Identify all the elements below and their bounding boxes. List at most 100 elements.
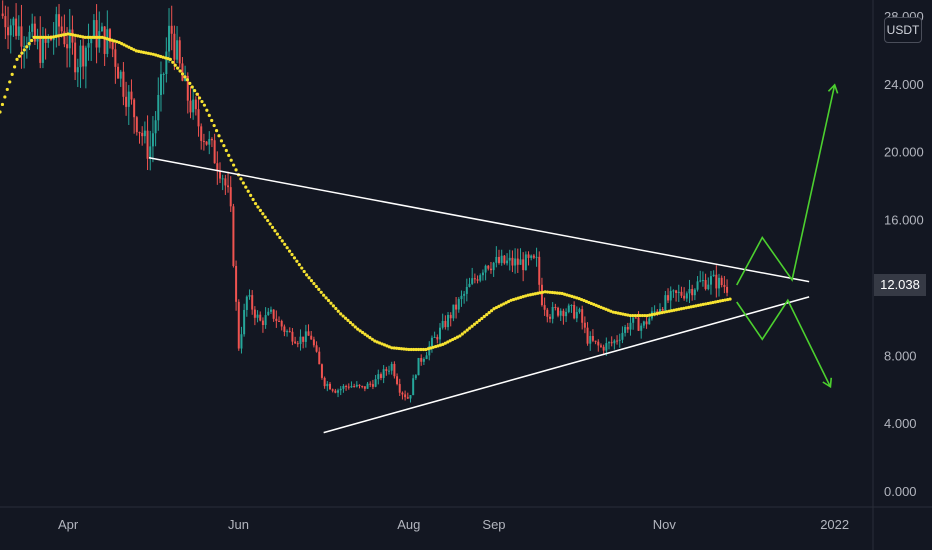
candle[interactable] xyxy=(194,96,197,116)
candle[interactable] xyxy=(404,390,407,401)
candle[interactable] xyxy=(125,81,128,116)
trendline-lower[interactable] xyxy=(323,296,810,434)
candle[interactable] xyxy=(334,388,337,394)
candle[interactable] xyxy=(178,36,181,68)
candle[interactable] xyxy=(90,35,93,61)
candle[interactable] xyxy=(712,270,715,277)
candle[interactable] xyxy=(283,324,286,337)
candle[interactable] xyxy=(106,10,109,58)
candle[interactable] xyxy=(347,383,350,390)
candle[interactable] xyxy=(452,304,455,322)
candle[interactable] xyxy=(683,287,686,301)
candle[interactable] xyxy=(15,3,18,40)
candle[interactable] xyxy=(583,316,586,334)
candle[interactable] xyxy=(28,25,31,50)
candle[interactable] xyxy=(216,151,219,185)
candle[interactable] xyxy=(232,203,235,268)
candle[interactable] xyxy=(165,37,168,83)
candle[interactable] xyxy=(514,248,517,274)
candle[interactable] xyxy=(476,275,479,284)
candle[interactable] xyxy=(626,322,629,333)
candle[interactable] xyxy=(648,316,651,325)
candle[interactable] xyxy=(495,246,498,268)
candle[interactable] xyxy=(503,254,506,265)
candle[interactable] xyxy=(31,13,34,38)
candle[interactable] xyxy=(1,0,4,19)
candle[interactable] xyxy=(55,6,58,48)
candle[interactable] xyxy=(369,381,372,388)
candle[interactable] xyxy=(358,384,361,389)
candle[interactable] xyxy=(444,315,447,330)
candle[interactable] xyxy=(84,45,87,89)
candle[interactable] xyxy=(675,289,678,302)
candle[interactable] xyxy=(12,16,15,37)
candle[interactable] xyxy=(532,254,535,260)
candle[interactable] xyxy=(597,339,600,352)
candle[interactable] xyxy=(680,286,683,298)
candle[interactable] xyxy=(379,372,382,381)
candle[interactable] xyxy=(677,284,680,302)
candle[interactable] xyxy=(506,253,509,266)
candle[interactable] xyxy=(170,5,173,51)
candle[interactable] xyxy=(409,395,412,403)
candle[interactable] xyxy=(92,14,95,40)
candle[interactable] xyxy=(602,344,605,356)
candle[interactable] xyxy=(524,251,527,271)
candle[interactable] xyxy=(492,261,495,277)
candle[interactable] xyxy=(23,36,26,69)
candle[interactable] xyxy=(213,133,216,164)
candle[interactable] xyxy=(412,374,415,396)
candle[interactable] xyxy=(629,314,632,336)
candle[interactable] xyxy=(342,384,345,393)
candle[interactable] xyxy=(200,123,203,150)
candle[interactable] xyxy=(141,126,144,146)
candle[interactable] xyxy=(100,22,103,32)
candle[interactable] xyxy=(570,304,573,313)
candle[interactable] xyxy=(237,299,240,351)
candle[interactable] xyxy=(621,326,624,344)
projection-arrow-up[interactable] xyxy=(736,83,839,286)
candle[interactable] xyxy=(280,319,283,331)
candle[interactable] xyxy=(363,386,366,392)
candle[interactable] xyxy=(632,317,635,330)
candle[interactable] xyxy=(345,384,348,391)
candle[interactable] xyxy=(554,303,557,311)
candle[interactable] xyxy=(707,277,710,291)
candle[interactable] xyxy=(122,62,125,106)
candle[interactable] xyxy=(320,363,323,380)
candle[interactable] xyxy=(715,265,718,298)
candle[interactable] xyxy=(168,8,171,63)
plot-area[interactable] xyxy=(0,0,839,434)
candle[interactable] xyxy=(256,310,259,323)
candle[interactable] xyxy=(438,323,441,346)
candle[interactable] xyxy=(530,254,533,261)
candle[interactable] xyxy=(133,98,136,134)
candle[interactable] xyxy=(307,324,310,336)
candle[interactable] xyxy=(7,6,10,50)
candle[interactable] xyxy=(243,303,246,337)
candle[interactable] xyxy=(288,327,291,333)
candle[interactable] xyxy=(278,316,281,322)
candle[interactable] xyxy=(511,250,514,273)
candle[interactable] xyxy=(119,69,122,87)
candle[interactable] xyxy=(44,28,47,60)
candle[interactable] xyxy=(433,331,436,338)
candle[interactable] xyxy=(640,323,643,339)
candle[interactable] xyxy=(202,133,205,151)
candle[interactable] xyxy=(519,248,522,265)
candle[interactable] xyxy=(302,336,305,349)
candle[interactable] xyxy=(251,290,254,315)
candle[interactable] xyxy=(157,77,160,131)
candle[interactable] xyxy=(326,381,329,392)
candle[interactable] xyxy=(318,347,321,365)
candle[interactable] xyxy=(162,72,165,95)
candle[interactable] xyxy=(688,279,691,304)
candle[interactable] xyxy=(559,308,562,322)
candle[interactable] xyxy=(573,301,576,320)
candle[interactable] xyxy=(173,25,176,71)
candle[interactable] xyxy=(396,373,399,386)
candle[interactable] xyxy=(130,79,133,105)
candle[interactable] xyxy=(581,305,584,330)
candle[interactable] xyxy=(39,16,42,69)
candle[interactable] xyxy=(63,14,66,48)
